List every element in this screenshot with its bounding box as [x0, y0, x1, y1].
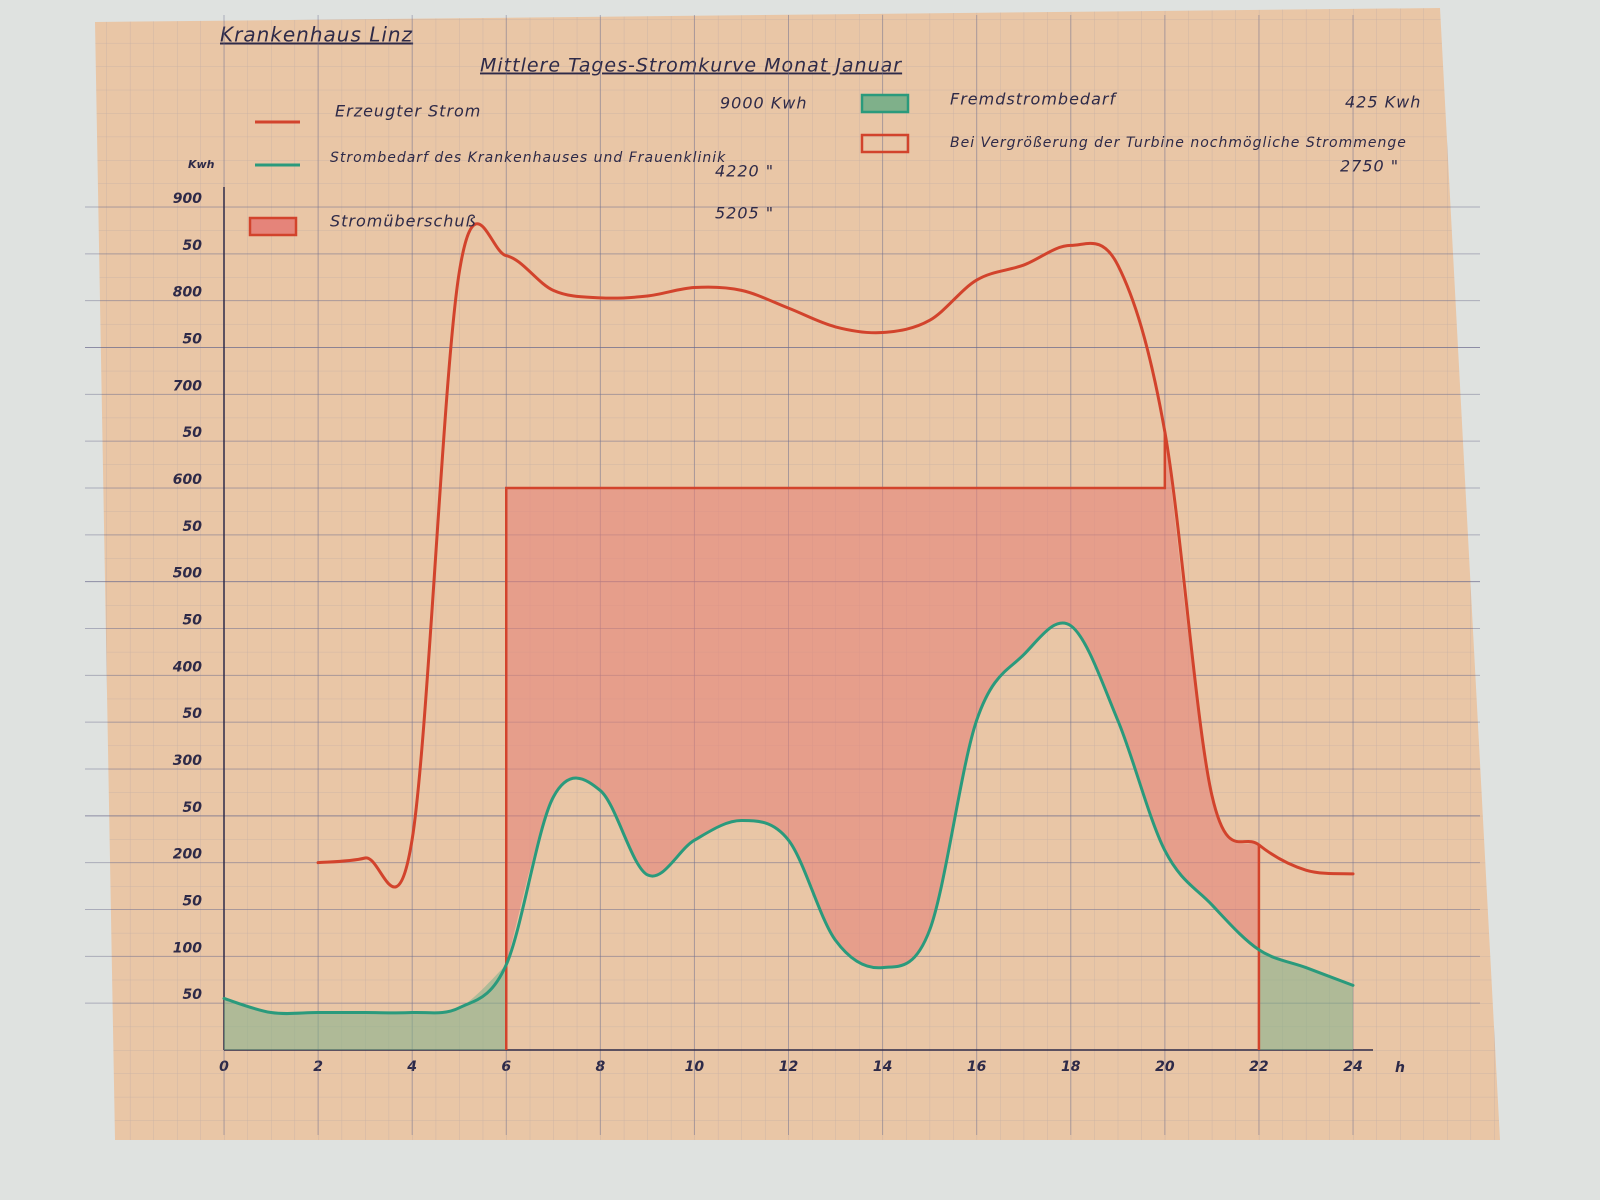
- x-tick-label: 4: [406, 1059, 417, 1075]
- x-tick-label: 6: [501, 1059, 511, 1075]
- x-tick-label: 8: [595, 1059, 605, 1075]
- y-tick-label: 700: [173, 378, 202, 394]
- y-tick-label: 50: [183, 238, 203, 254]
- legend-total: 9000 Kwh: [720, 94, 808, 113]
- y-tick-label: 200: [173, 847, 202, 863]
- x-tick-label: 18: [1061, 1059, 1081, 1075]
- y-tick-label: 50: [183, 800, 203, 816]
- x-tick-label: 10: [685, 1059, 705, 1075]
- series-line: [316, 222, 1355, 889]
- chart-subtitle: Mittlere Tages-Stromkurve Monat Januar: [480, 55, 902, 77]
- y-tick-label: 800: [173, 285, 202, 301]
- legend-label: Fremdstrombedarf: [950, 90, 1117, 109]
- x-axis-label: h: [1395, 1060, 1405, 1076]
- legend-total: 425 Kwh: [1345, 93, 1421, 112]
- y-tick-label: 900: [173, 191, 202, 207]
- legend-label: Strombedarf des Krankenhauses und Frauen…: [330, 150, 726, 166]
- legend-swatch: [860, 133, 910, 154]
- area-fremdstrom: [224, 964, 507, 1050]
- y-tick-label: 600: [173, 472, 202, 488]
- legend-total: 4220 ": [715, 162, 774, 181]
- y-tick-label: 50: [183, 332, 203, 348]
- y-tick-label: 50: [183, 894, 203, 910]
- legend-swatch: [248, 216, 298, 237]
- y-tick-label: 50: [183, 519, 203, 535]
- x-tick-label: 14: [873, 1059, 892, 1075]
- y-tick-label: 400: [172, 659, 202, 675]
- y-tick-label: 50: [183, 987, 203, 1003]
- legend-total: 2750 ": [1340, 157, 1399, 176]
- x-tick-label: 16: [967, 1059, 987, 1075]
- x-tick-label: 22: [1249, 1059, 1268, 1075]
- area-surplus: [506, 431, 1259, 968]
- series-line: [222, 621, 1355, 1016]
- x-tick-label: 12: [779, 1059, 798, 1075]
- y-tick-label: 50: [183, 613, 203, 629]
- legend-swatch: [860, 93, 910, 114]
- y-tick-label: 500: [173, 566, 202, 582]
- legend-label: Erzeugter Strom: [335, 102, 481, 121]
- capacity-line: [505, 431, 1167, 1050]
- y-tick-label: 50: [183, 706, 203, 722]
- legend-total: 5205 ": [715, 204, 774, 223]
- y-tick-label: 100: [173, 940, 202, 956]
- legend-label: Stromüberschuß: [330, 212, 477, 231]
- y-tick-label: 50: [183, 425, 203, 441]
- chart-title: Krankenhaus Linz: [220, 23, 413, 47]
- y-axis-label: Kwh: [188, 158, 215, 171]
- x-tick-label: 20: [1155, 1059, 1175, 1075]
- x-tick-label: 0: [219, 1059, 229, 1075]
- x-tick-label: 24: [1343, 1059, 1362, 1075]
- y-tick-label: 300: [173, 753, 202, 769]
- legend-label: Bei Vergrößerung der Turbine nochmöglich…: [950, 135, 1407, 151]
- area-fremdstrom: [1258, 949, 1353, 1050]
- x-tick-label: 2: [313, 1059, 323, 1075]
